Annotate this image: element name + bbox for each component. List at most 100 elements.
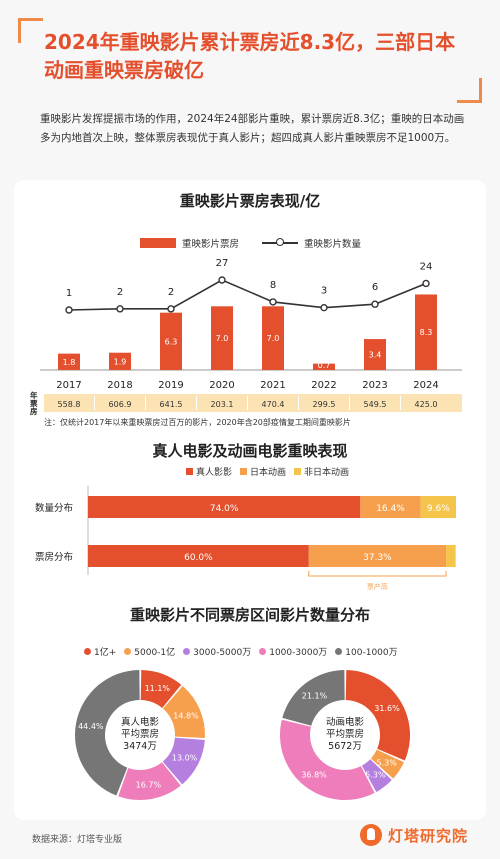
- x-tick-label: 2021: [260, 380, 285, 391]
- slice-value-label: 36.8%: [301, 770, 327, 779]
- donut-slice: [74, 670, 140, 796]
- slice-value-label: 44.4%: [78, 722, 104, 731]
- bar-value-label: 1.8: [63, 358, 76, 367]
- count-point: [167, 305, 175, 313]
- donut-slice: [279, 719, 375, 801]
- x-tick-label: 2022: [311, 380, 336, 391]
- table-label: 年: [30, 390, 38, 400]
- line-value-label: 3: [321, 286, 327, 297]
- count-point: [371, 300, 379, 308]
- bar-value-label: 3.4: [369, 351, 382, 360]
- count-point: [422, 279, 430, 288]
- table-cell: 549.5: [364, 400, 387, 409]
- segment-value-label: 37.3%: [363, 553, 392, 563]
- slice-value-label: 11.1%: [145, 684, 171, 693]
- legend-swatch: [124, 648, 132, 655]
- donut-hole: [311, 701, 379, 769]
- table-cell: 425.0: [415, 400, 438, 409]
- legend-label: 日本动画: [250, 468, 287, 478]
- donut-slice: [370, 749, 405, 779]
- donut-slice: [140, 670, 182, 708]
- table-label: 票: [30, 398, 38, 408]
- legend-item: 真人影影: [186, 465, 232, 478]
- legend-item: 1000-3000万: [259, 645, 327, 658]
- corner-decoration-top-left: [18, 18, 43, 43]
- brand-logo: 灯塔研究院: [360, 824, 468, 846]
- donut-slice: [163, 686, 205, 739]
- legend-item: 5000-1亿: [124, 645, 175, 658]
- segment-value-label: 2.6%: [433, 536, 456, 546]
- donut-slice: [361, 759, 392, 792]
- legend-line: 重映影片数量: [262, 236, 361, 250]
- donut-center-label: 5672万: [328, 741, 362, 752]
- table-cell: 299.5: [313, 400, 336, 409]
- legend-swatch: [294, 468, 302, 475]
- bar-2022: [313, 363, 335, 370]
- segment-value-label: 16.4%: [376, 504, 405, 514]
- data-source: 数据来源：灯塔专业版: [32, 835, 123, 845]
- stacked-segment: [420, 496, 456, 518]
- line-value-label: 27: [216, 258, 229, 269]
- bar-value-label: 8.3: [420, 328, 433, 337]
- donut-center-label: 平均票房: [121, 728, 159, 740]
- legend-label: 真人影影: [196, 468, 233, 478]
- bar-value-label: 7.0: [267, 334, 280, 343]
- page-title: 2024年重映影片累计票房近8.3亿，三部日本动画重映票房破亿: [44, 30, 456, 82]
- legend-swatch-line: [262, 238, 298, 246]
- bar-value-label: 1.9: [114, 357, 127, 366]
- stacked-segment: [308, 545, 447, 567]
- bar-2019: [160, 312, 182, 370]
- slice-value-label: 13.0%: [172, 754, 198, 763]
- line-value-label: 2: [168, 287, 174, 298]
- slice-value-label: 14.8%: [173, 711, 199, 720]
- x-tick-label: 2017: [56, 380, 81, 391]
- legend-swatch: [183, 648, 191, 655]
- legend-swatch: [259, 648, 267, 655]
- donut-center-label: 平均票房: [326, 728, 364, 740]
- slice-value-label: 31.6%: [374, 704, 400, 713]
- donut-center-label: 真人电影: [121, 716, 160, 728]
- line-value-label: 2: [117, 287, 123, 298]
- legend-item: 3000-5000万: [183, 645, 251, 658]
- line-value-label: 8: [270, 280, 276, 291]
- segment-value-label: 60.0%: [184, 553, 213, 563]
- table-cell: 606.9: [109, 400, 132, 409]
- intro-text: 重映影片发挥提振市场的作用，2024年24部影片重映，累计票房近8.3亿；重映的…: [40, 113, 465, 144]
- stacked-chart-title: 真人电影及动画电影重映表现: [152, 442, 348, 460]
- legend-label-bar: 重映影片票房: [182, 239, 240, 250]
- donut-center-label: 动画电影: [326, 716, 365, 728]
- x-tick-label: 2020: [209, 380, 234, 391]
- x-tick-label: 2023: [362, 380, 387, 391]
- line-value-label: 6: [372, 282, 378, 293]
- legend-swatch: [335, 648, 343, 655]
- bar-2017: [58, 353, 80, 370]
- bar-value-label: 0.7: [318, 361, 331, 370]
- annotation-bracket: [308, 571, 447, 577]
- x-tick-label: 2018: [107, 380, 132, 391]
- donut-slice: [282, 670, 345, 726]
- bar-line-chart-title: 重映影片票房表现/亿: [179, 192, 321, 210]
- legend-item: 100-1000万: [335, 645, 398, 658]
- bar-2023: [364, 339, 386, 370]
- x-tick-label: 2019: [158, 380, 183, 391]
- count-point: [218, 276, 226, 284]
- table-cell: 470.4: [262, 400, 285, 409]
- lighthouse-icon: [360, 824, 382, 846]
- count-point: [116, 305, 124, 313]
- donut-slice: [345, 670, 411, 761]
- row-label: 数量分布: [35, 502, 73, 514]
- table-cell: 641.5: [160, 400, 183, 409]
- x-tick-label: 2024: [413, 380, 438, 391]
- stacked-segment: [88, 545, 309, 567]
- annotation-label: 票产高: [367, 582, 388, 591]
- stacked-chart-legend: 真人影影 日本动画 非日本动画: [186, 465, 349, 478]
- pie-chart-legend: 1亿+ 5000-1亿 3000-5000万 1000-3000万 100-1000万: [84, 645, 398, 658]
- table-cell: 203.1: [211, 400, 234, 409]
- segment-value-label: 9.6%: [427, 504, 450, 514]
- legend-swatch: [186, 468, 193, 475]
- stacked-segment: [88, 496, 361, 518]
- legend-item: 1亿+: [84, 645, 116, 658]
